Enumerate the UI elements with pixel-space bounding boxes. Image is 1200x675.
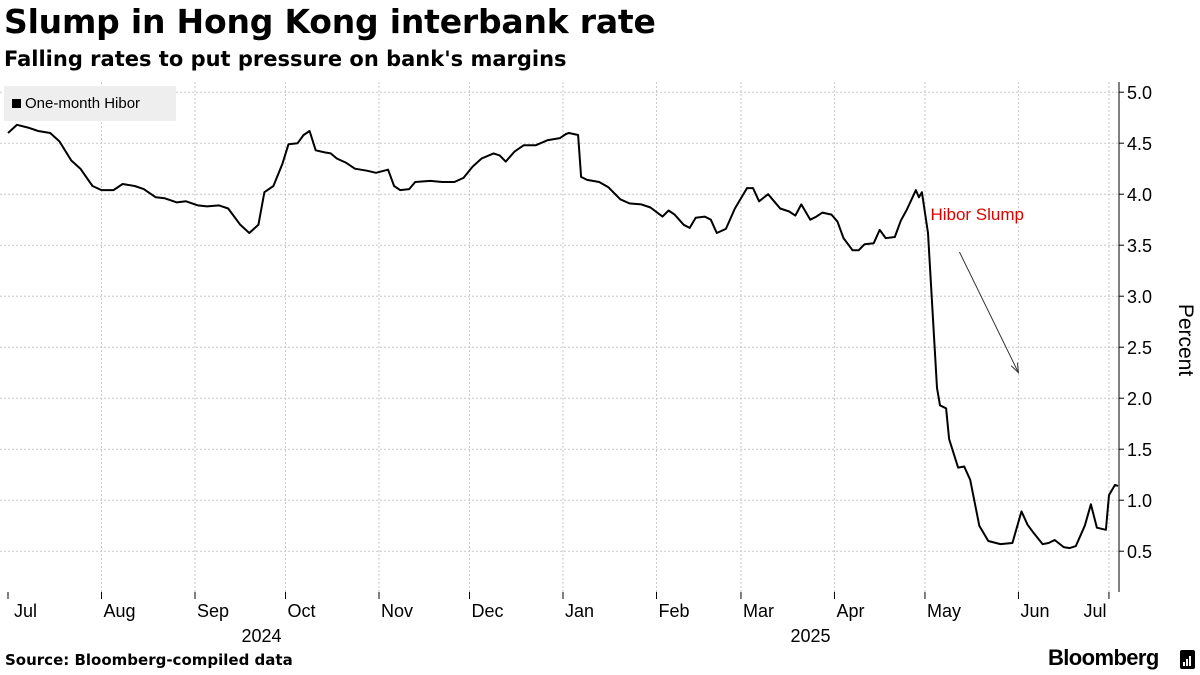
y-tick-label: 3.0: [1127, 287, 1152, 307]
annotations: Hibor Slump: [930, 205, 1024, 375]
bloomberg-terminal-icon: [1180, 650, 1195, 669]
y-tick-label: 2.0: [1127, 389, 1152, 409]
y-tick-label: 1.5: [1127, 440, 1152, 460]
x-tick-label: Apr: [836, 601, 864, 621]
chart-title: Slump in Hong Kong interbank rate: [4, 2, 656, 41]
x-tick-label: Jul: [1083, 601, 1106, 621]
y-tick-label: 1.0: [1127, 491, 1152, 511]
y-tick-label: 2.5: [1127, 338, 1152, 358]
bloomberg-logo: Bloomberg: [1048, 645, 1159, 670]
legend-label: One-month Hibor: [25, 95, 141, 112]
axes: 0.5 1.0 1.5 2.0 2.5 3.0 3.5 4.0 4.5 5.0 Jul Aug Sep O…: [7, 82, 1152, 646]
x-year-label: 2024: [242, 626, 282, 646]
x-tick-label: Mar: [743, 601, 774, 621]
y-axis-label: Percent: [1174, 303, 1197, 377]
y-tick-label: 4.0: [1127, 185, 1152, 205]
annotation-arrowhead: [1010, 362, 1020, 375]
y-tick-label: 5.0: [1127, 83, 1152, 103]
x-tick-label: Jun: [1020, 601, 1049, 621]
x-tick-label: Feb: [659, 601, 690, 621]
source-note: Source: Bloomberg-compiled data: [5, 651, 293, 669]
x-tick-label: May: [927, 601, 961, 621]
y-tick-label: 4.5: [1127, 134, 1152, 154]
x-tick-label: Aug: [104, 601, 136, 621]
annotation-arrow-line: [959, 251, 1019, 373]
x-tick-label: Oct: [288, 601, 316, 621]
x-tick-label: Jan: [565, 601, 594, 621]
x-tick-label: Jul: [14, 601, 37, 621]
legend-swatch-icon: [12, 99, 21, 108]
series-line: [7, 123, 1119, 550]
gridlines: [0, 82, 1118, 592]
y-tick-label: 3.5: [1127, 236, 1152, 256]
y-tick-label: 0.5: [1127, 542, 1152, 562]
legend: One-month Hibor: [4, 86, 176, 121]
x-tick-label: Sep: [197, 601, 229, 621]
x-tick-label: Nov: [381, 601, 413, 621]
x-year-label: 2025: [790, 626, 830, 646]
chart-subtitle: Falling rates to put pressure on bank's …: [4, 47, 567, 71]
x-tick-label: Dec: [471, 601, 503, 621]
annotation-label: Hibor Slump: [930, 205, 1024, 224]
series-layer: [7, 123, 1119, 550]
